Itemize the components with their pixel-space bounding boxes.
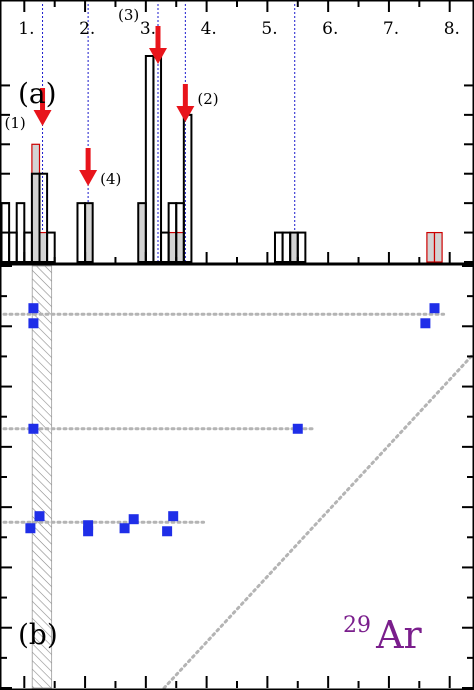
panel-a-tick-labels: 1. 2. 3. 4. 5. 6. 7. 8. [18, 19, 460, 39]
data-point-4 [25, 523, 36, 534]
filled-bin-6 [175, 231, 185, 263]
peak-arrowhead-3 [149, 48, 167, 64]
peak-label-4: (4) [100, 170, 121, 188]
nucleus-symbol: Ar [375, 613, 422, 657]
data-point-10 [162, 526, 173, 537]
peak-arrowhead-1 [33, 110, 52, 126]
data-point-11 [168, 511, 179, 522]
outline-bin-20 [281, 231, 292, 263]
diagonal-guide [162, 351, 474, 690]
outline-bin-19 [273, 231, 284, 263]
filled-bin-3 [84, 202, 94, 263]
outline-bin-6 [38, 172, 49, 263]
panel-b-frame [0, 262, 474, 690]
x-tick-label-5: 5. [261, 19, 277, 39]
filled-bin-5 [168, 231, 177, 263]
outline-bin-10 [84, 202, 94, 263]
panel-a-frame [0, 0, 474, 266]
x-tick-label-4: 4. [201, 19, 217, 39]
panel-a-arrows [33, 26, 195, 186]
peak-label-3: (3) [118, 6, 139, 24]
data-point-13 [420, 318, 431, 329]
panel-b-points [25, 303, 440, 537]
x-tick-label-2: 2. [79, 19, 95, 39]
nucleus-mass: 29 [343, 613, 371, 638]
data-point-14 [429, 303, 440, 314]
filled-bin-2 [38, 231, 48, 263]
panel-a-label: (a) [18, 77, 57, 110]
filled-bin-7 [289, 231, 299, 263]
panel-a: (1) (2) (3) (4) 1. 2. 3. 4. 5. 6. 7. 8. (a) [0, 0, 474, 266]
outline-bin-15 [160, 231, 170, 263]
x-tick-label-6: 6. [322, 19, 338, 39]
data-point-5 [34, 511, 45, 522]
filled-bin-8 [426, 231, 436, 263]
x-tick-label-3: 3. [140, 19, 156, 39]
filled-bin-4 [137, 202, 147, 263]
panel-a-peak-labels: (1) (2) (3) (4) [5, 6, 219, 188]
outline-bin-7 [46, 231, 56, 263]
data-point-9 [128, 514, 139, 525]
x-tick-label-1: 1. [18, 19, 34, 39]
panel-a-ticks [0, 0, 474, 264]
x-tick-label-8: 8. [444, 19, 460, 39]
x-tick-label-7: 7. [383, 19, 399, 39]
outline-bin-4 [23, 231, 33, 263]
peak-arrowhead-4 [79, 170, 98, 186]
data-point-3 [28, 423, 39, 434]
outline-bin-2 [8, 231, 18, 263]
peak-arrowhead-2 [176, 106, 195, 122]
data-point-12 [292, 423, 303, 434]
peak-label-2: (2) [197, 90, 218, 108]
peak-label-1: (1) [5, 114, 26, 132]
panel-b: (b) 29 Ar [0, 262, 474, 690]
nucleus-label: 29 Ar [343, 613, 423, 657]
outline-bin-3 [15, 202, 26, 263]
data-point-7 [83, 526, 94, 537]
data-point-1 [28, 303, 39, 314]
panel-b-label: (b) [18, 618, 58, 651]
data-point-8 [119, 523, 130, 534]
outline-bin-9 [76, 202, 87, 263]
filled-bin-9 [433, 231, 443, 263]
data-point-6 [83, 520, 94, 531]
outline-bin-14 [152, 55, 163, 263]
panel-b-guides [2, 312, 474, 690]
panel-a-ref-lines [42, 4, 296, 262]
panel-b-ticks [0, 265, 474, 689]
filled-bin-1 [31, 143, 41, 263]
panel-b-shaded-band [31, 265, 53, 689]
data-point-2 [28, 318, 39, 329]
outline-bin-13 [144, 55, 155, 263]
outline-bin-22 [296, 231, 307, 263]
